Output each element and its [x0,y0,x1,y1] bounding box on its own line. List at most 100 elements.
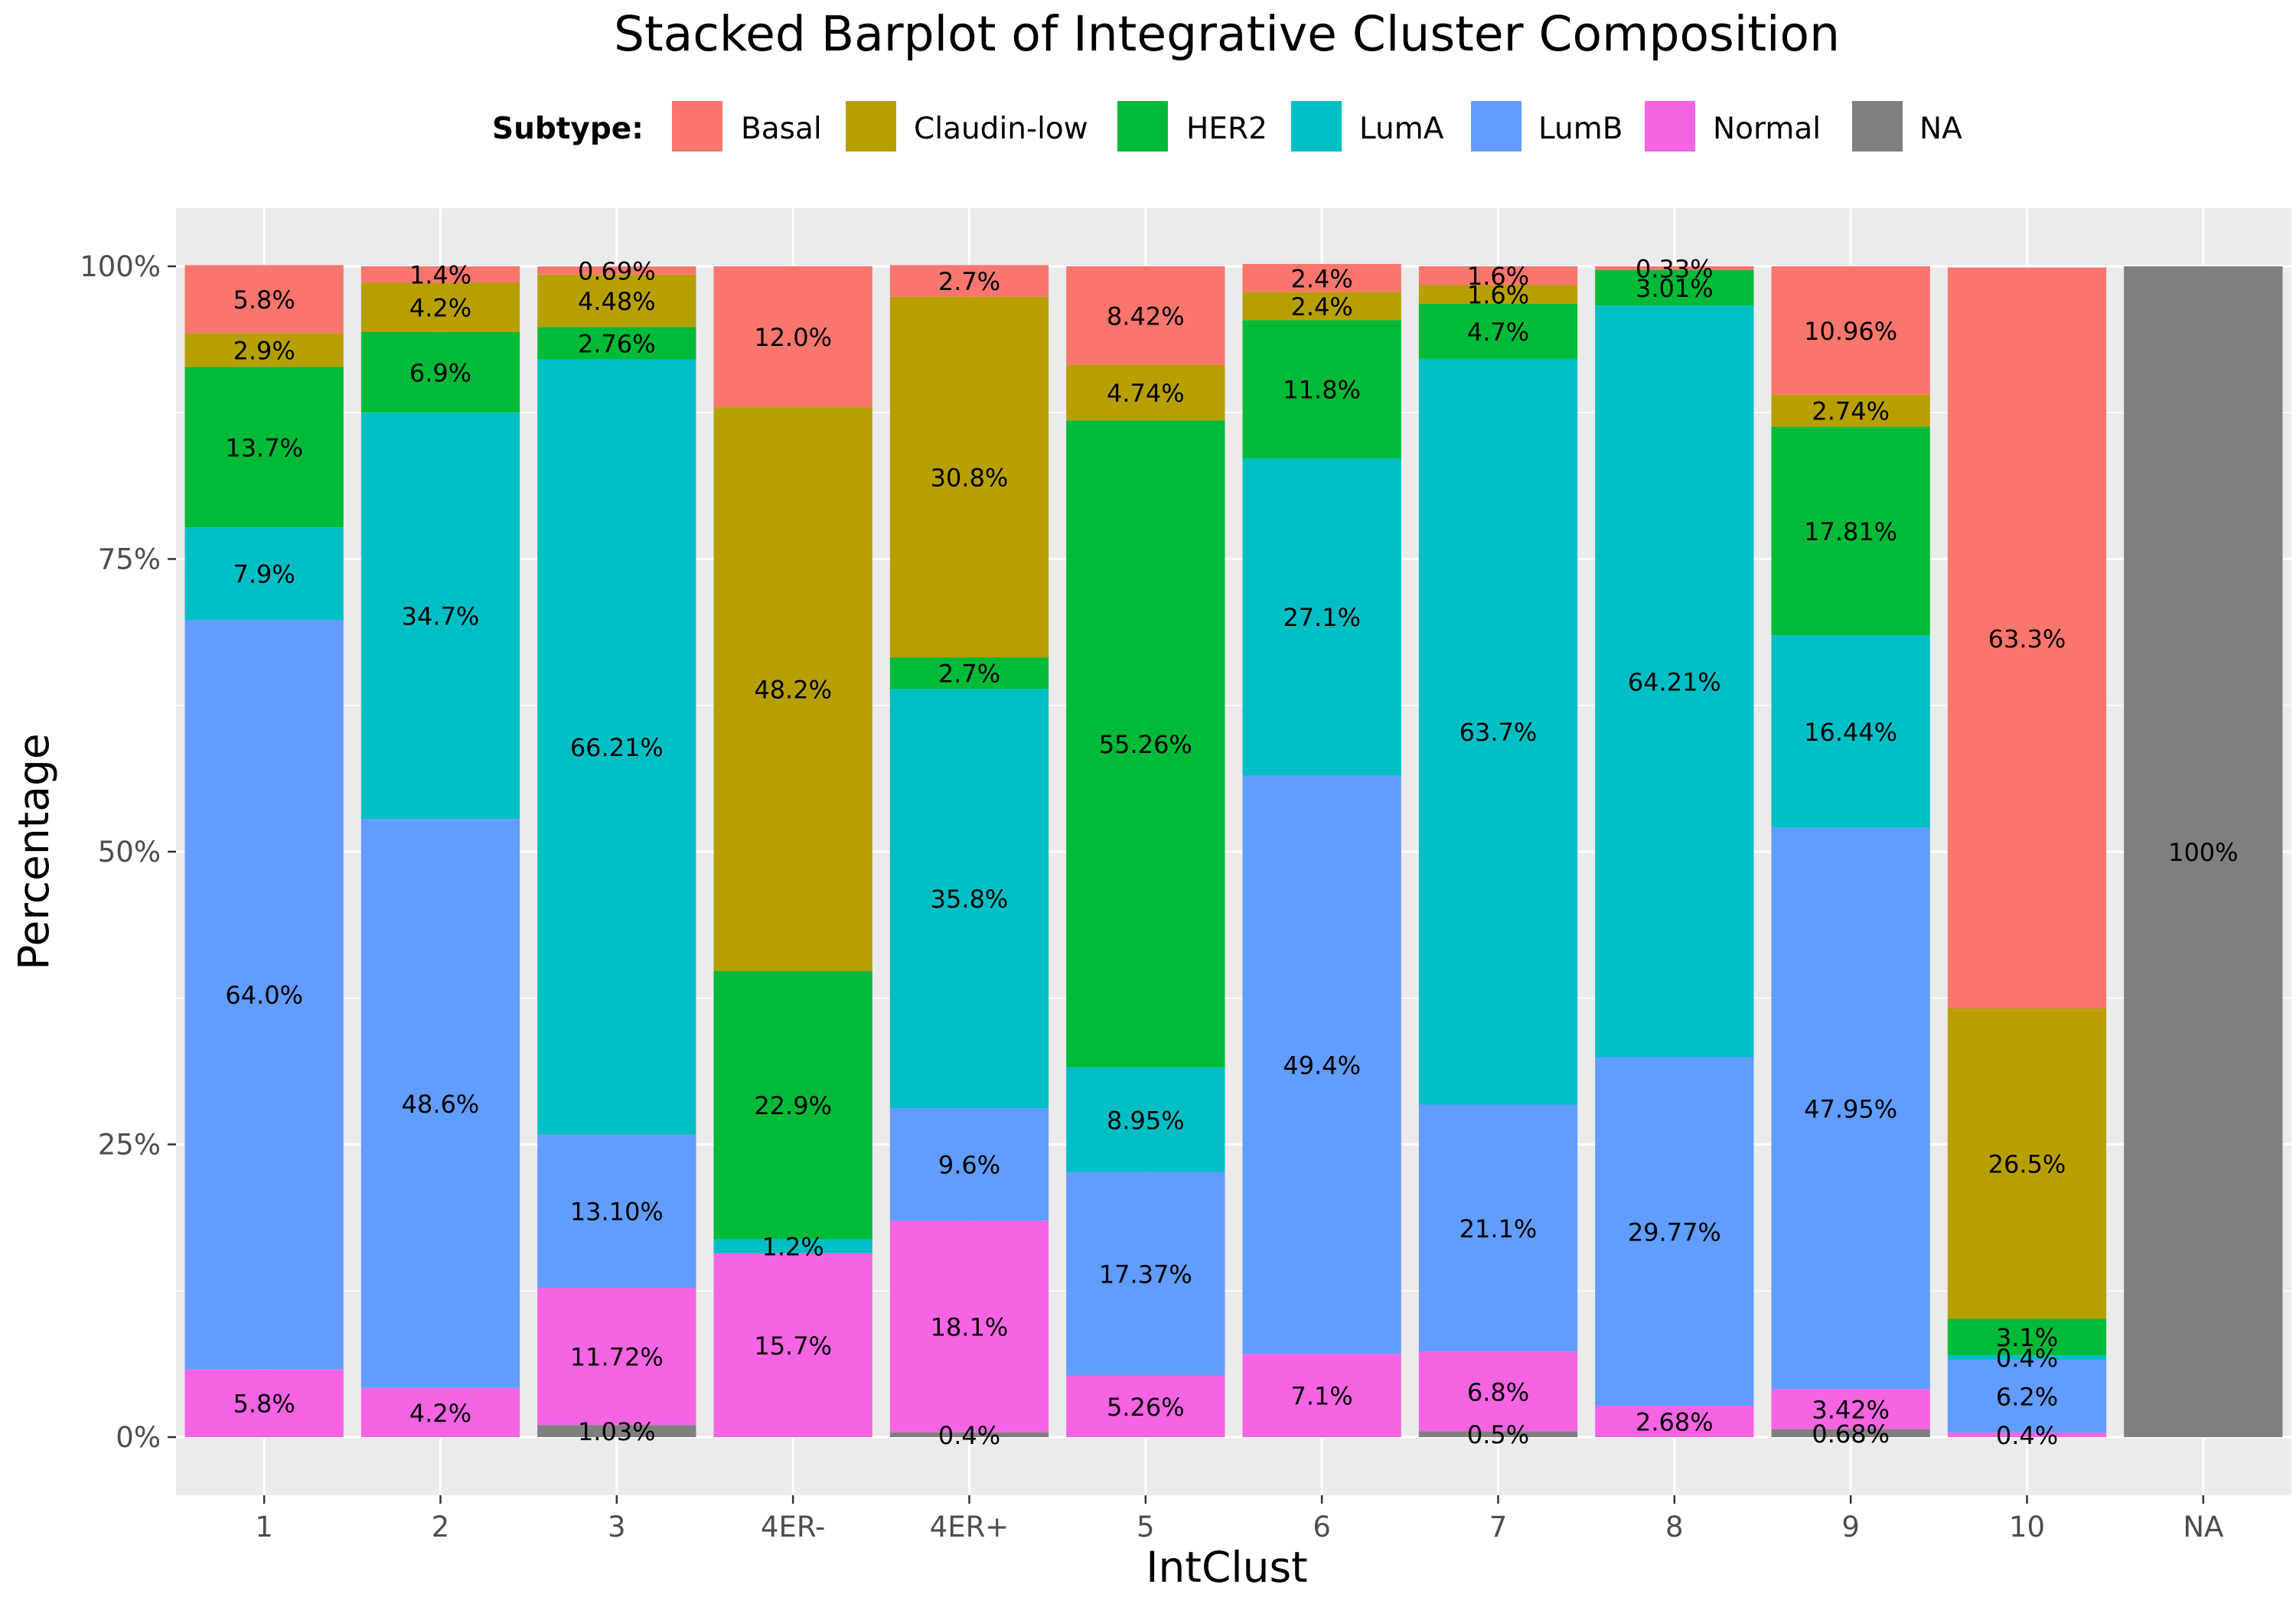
x-tick-label: 3 [608,1511,626,1543]
bar-segment-claudin-low-6 [1242,292,1401,321]
bar-label-lumb-2: 48.6% [402,1090,480,1119]
bar-segment-normal-9 [1771,1389,1930,1429]
x-tick-label: 4ER+ [930,1511,1009,1543]
x-tick-label: 6 [1313,1511,1331,1543]
bar-label-normal-2: 4.2% [409,1399,471,1428]
bar-label-lumb-8: 29.77% [1628,1217,1721,1247]
bar-label-na-9: 0.68% [1812,1420,1890,1449]
x-tick-label: 9 [1841,1511,1860,1543]
legend-label-lumb: LumB [1538,112,1623,146]
bar-label-lumb-9: 47.95% [1804,1094,1897,1123]
bar-label-basal-2: 1.4% [409,261,471,290]
bar-segment-basal-5 [1066,266,1225,365]
bar-segment-luma-8 [1595,305,1754,1058]
chart-title: Stacked Barplot of Integrative Cluster C… [614,6,1840,62]
bar-label-her2-2: 6.9% [409,358,471,387]
bar-segment-basal-4er [889,265,1049,297]
bar-label-basal-7: 1.6% [1467,262,1529,291]
bar-segment-claudin-low-9 [1771,394,1930,427]
legend-label-normal: Normal [1713,112,1821,146]
legend-key-na [1852,101,1903,152]
bar-label-lumb-3: 13.10% [570,1198,664,1227]
bar-label-lumb-10: 6.2% [1996,1382,2058,1411]
bar-label-her2-10: 3.1% [1996,1323,2058,1352]
bar-segment-basal-10 [1947,267,2107,1009]
bar-segment-lumb-6 [1242,775,1401,1354]
bar-label-her2-7: 4.7% [1467,318,1529,347]
y-tick-label: 50% [98,836,161,869]
bar-label-her2-1: 13.7% [225,433,303,462]
bar-segment-normal-4er [889,1220,1049,1433]
bar-segment-lumb-1 [184,620,344,1370]
bar-segment-claudin-low-4er [889,296,1049,658]
bar-segment-lumb-7 [1418,1104,1578,1352]
bar-segment-her2-5 [1066,420,1225,1068]
bar-label-normal-1: 5.8% [233,1390,295,1419]
bar-label-her2-3: 2.76% [578,329,656,358]
x-tick-label: 1 [255,1511,273,1543]
bar-label-normal-9: 3.42% [1812,1395,1890,1424]
bar-label-basal-6: 2.4% [1291,264,1353,293]
bar-segment-claudin-low-1 [184,333,344,367]
bar-segment-lumb-3 [537,1134,696,1288]
bar-segment-lumb-4er [889,1108,1049,1221]
bar-label-luma-6: 27.1% [1283,603,1361,632]
x-tick-label: 4ER- [761,1511,825,1543]
bar-segment-na-4er [889,1432,1049,1437]
bar-label-lumb-7: 21.1% [1459,1214,1538,1244]
bar-label-basal-8: 0.33% [1636,255,1714,284]
bar-label-luma-4er: 1.2% [762,1233,824,1262]
bar-label-luma-2: 34.7% [402,602,480,631]
bar-segment-luma-5 [1066,1067,1225,1172]
bar-segment-claudin-low-3 [537,274,696,328]
bar-segment-na-9 [1771,1429,1930,1437]
bar-segment-her2-2 [360,331,520,413]
bar-segment-her2-6 [1242,320,1401,458]
bar-label-luma-1: 7.9% [233,560,295,589]
legend-label-claudin-low: Claudin-low [914,112,1088,146]
bar-label-na-7: 0.5% [1467,1420,1529,1449]
bar-segment-luma-4er [713,1239,872,1253]
bar-segment-basal-8 [1595,266,1754,271]
legend-key-luma [1291,101,1342,152]
y-axis-label: Percentage [9,733,58,970]
bar-label-lumb-5: 17.37% [1099,1260,1192,1289]
bar-label-claudin-low-3: 4.48% [578,287,656,316]
bar-segment-her2-9 [1771,426,1930,636]
legend-key-lumb [1471,101,1521,152]
bar-segment-luma-4er [889,689,1049,1109]
bar-label-lumb-1: 64.0% [225,981,303,1010]
x-tick-label: 5 [1137,1511,1155,1543]
bar-label-her2-9: 17.81% [1804,517,1897,546]
bar-segment-normal-5 [1066,1375,1225,1437]
bar-label-luma-7: 63.7% [1459,718,1538,747]
legend-label-na: NA [1919,112,1962,146]
x-tick-label: NA [2183,1511,2223,1543]
bar-segment-lumb-9 [1771,827,1930,1390]
bar-label-lumb-6: 49.4% [1283,1051,1361,1080]
bar-segment-luma-6 [1242,458,1401,776]
bar-label-claudin-low-7: 1.6% [1467,281,1529,310]
bar-segment-basal-6 [1242,263,1401,292]
bar-label-na-3: 1.03% [578,1417,656,1446]
bar-label-normal-4er: 18.1% [931,1312,1009,1341]
legend-label-basal: Basal [741,112,822,146]
legend-key-claudin-low [846,101,896,152]
legend-label-her2: HER2 [1186,112,1267,146]
bar-segment-lumb-10 [1947,1360,2107,1433]
x-tick-label: 8 [1665,1511,1684,1543]
legend: Subtype: Basal Claudin-low HER2 LumA LumB Nor… [492,101,1962,152]
bar-segment-normal-7 [1418,1351,1578,1432]
bar-label-claudin-low-4er: 48.2% [754,675,832,704]
y-tick-label: 0% [116,1421,161,1454]
bar-segment-basal-4er [713,266,872,407]
bar-segment-lumb-5 [1066,1172,1225,1376]
bar-label-normal-6: 7.1% [1291,1382,1353,1411]
bar-label-na-na: 100% [2168,838,2238,867]
bar-segment-lumb-8 [1595,1057,1754,1406]
bar-segment-her2-4er [713,971,872,1240]
bar-label-luma-4er: 35.8% [931,885,1009,914]
bar-labels: 5.8% 64.0% 7.9% 13.7% 2.9% 5.8% 4.2% 48.6% 34.7%… [225,255,2238,1450]
x-axis-label: IntClust [1146,1543,1307,1592]
